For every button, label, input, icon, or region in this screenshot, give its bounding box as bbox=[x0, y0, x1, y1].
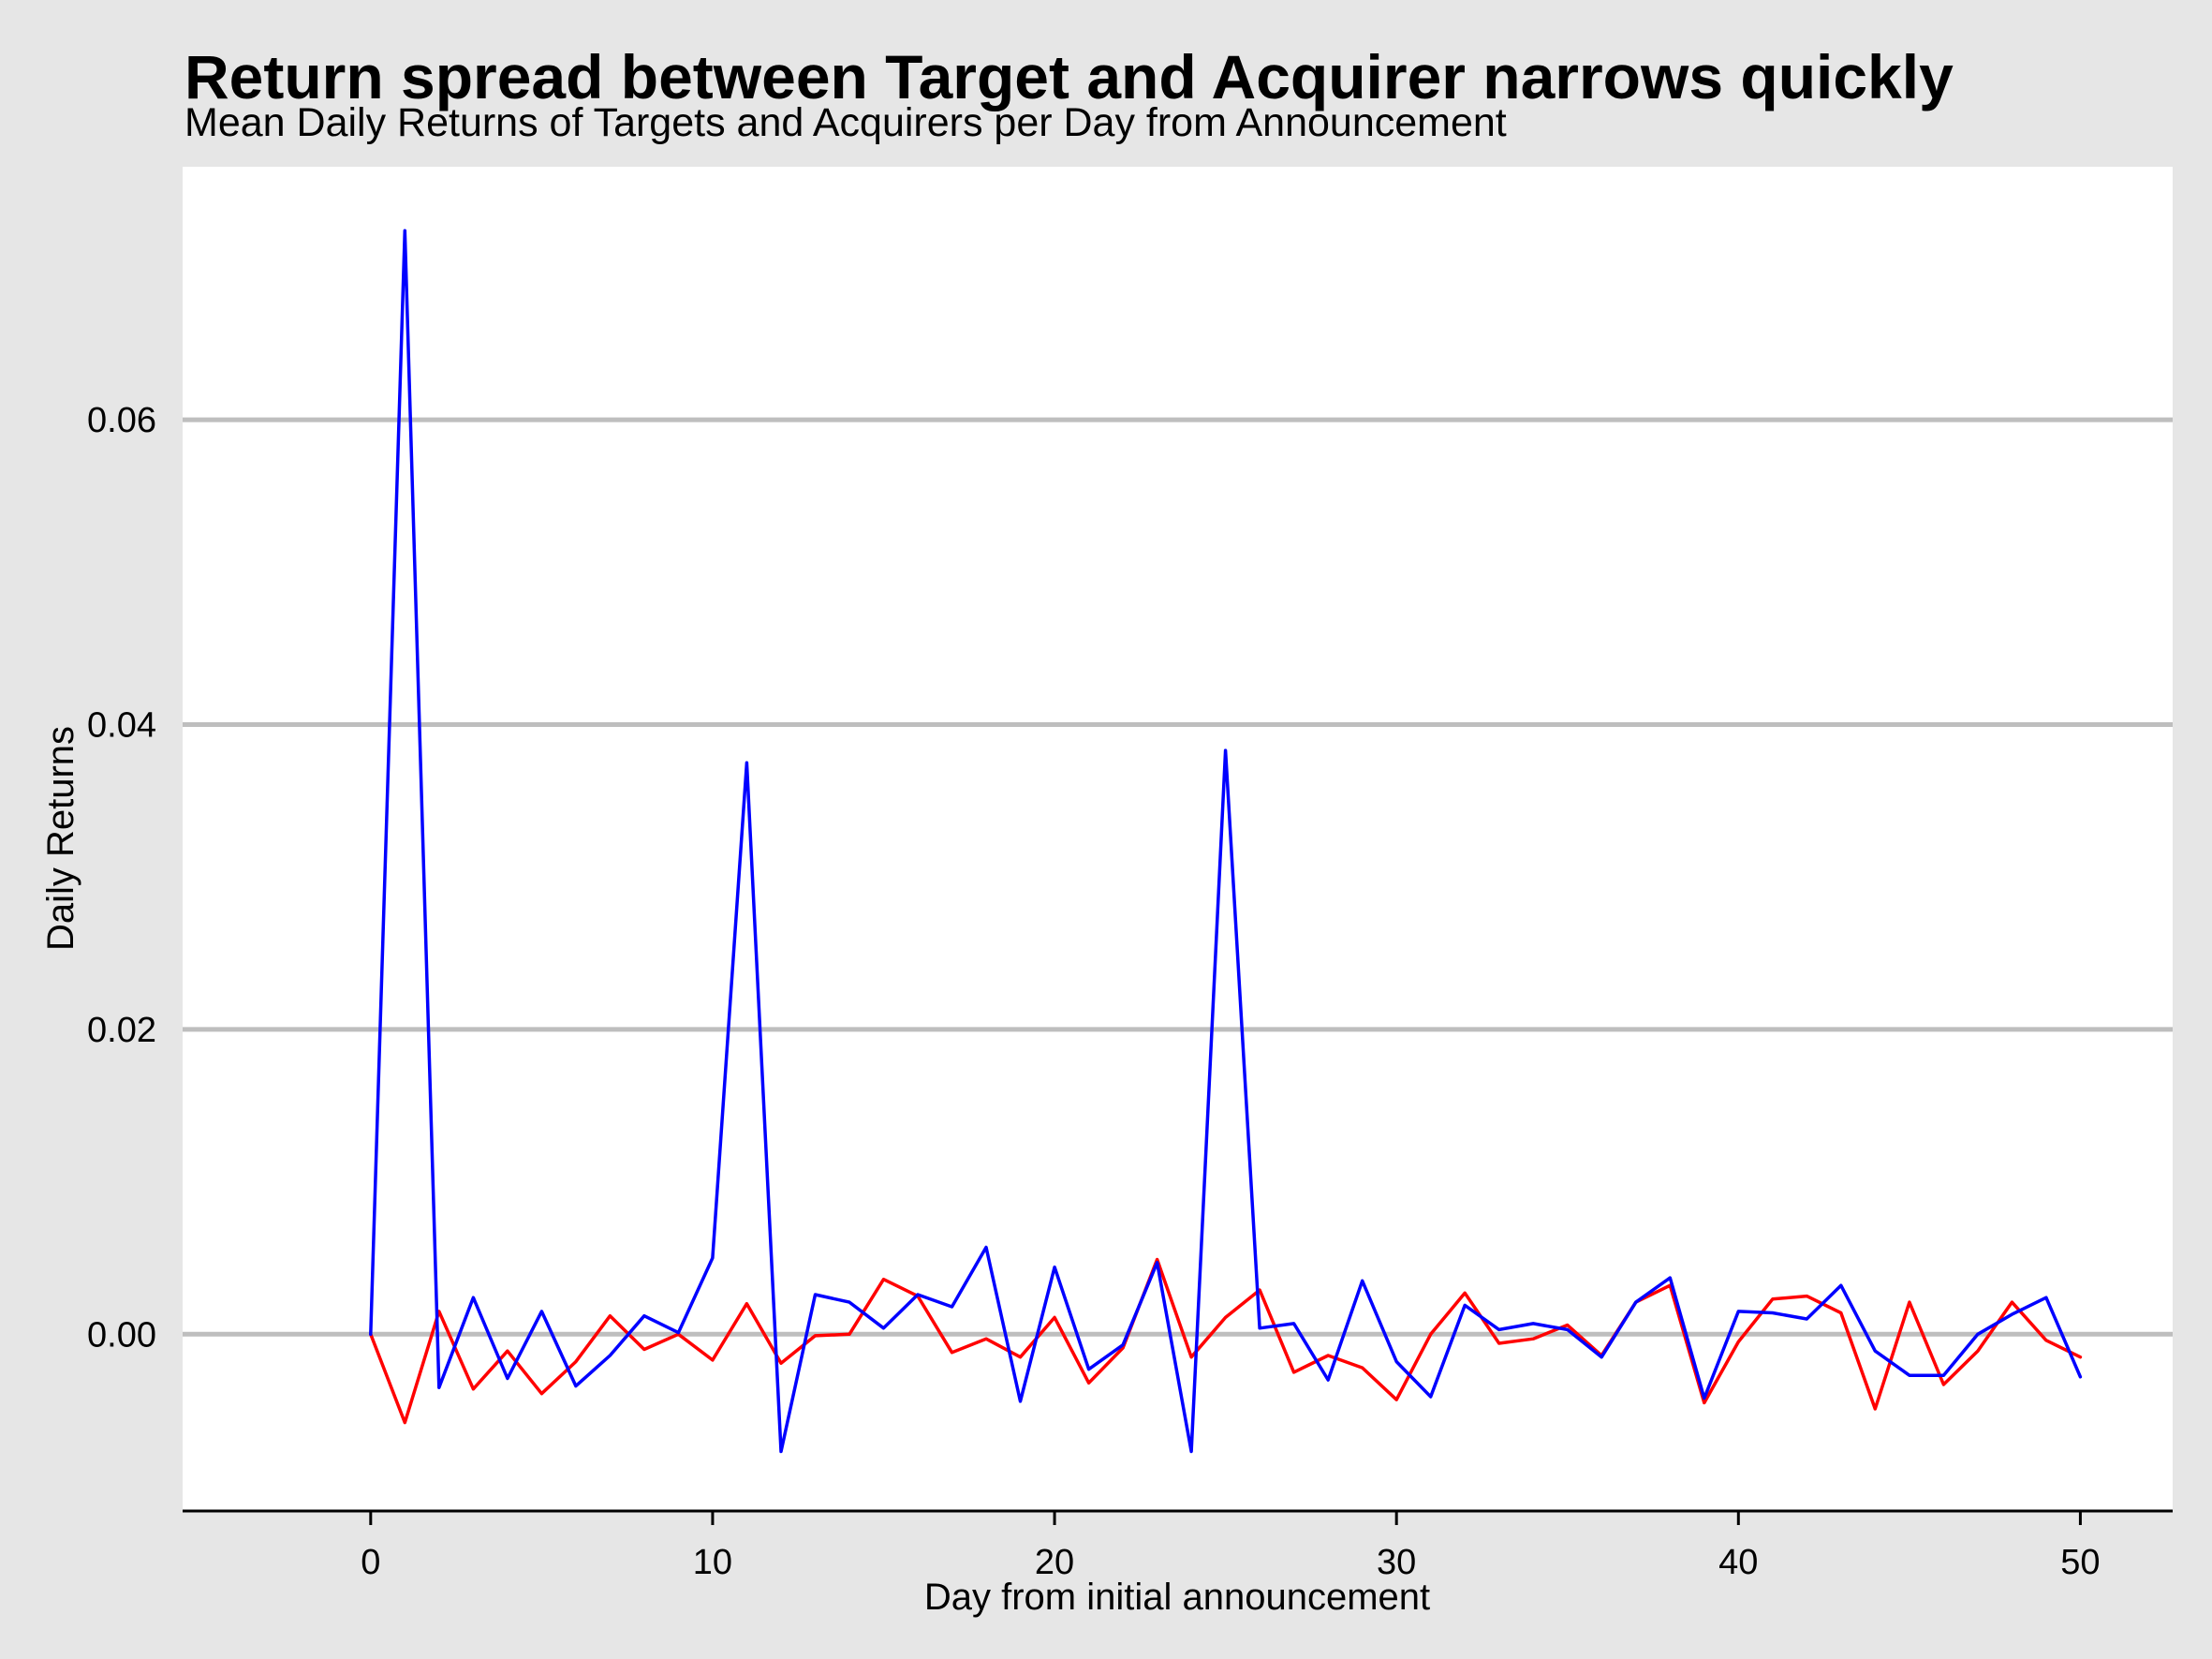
x-tick-label: 30 bbox=[1377, 1543, 1416, 1582]
x-axis-label: Day from initial announcement bbox=[924, 1577, 1430, 1618]
chart-title: Return spread between Target and Acquire… bbox=[184, 42, 1954, 111]
x-tick-label: 20 bbox=[1035, 1543, 1074, 1582]
x-tick-label: 0 bbox=[361, 1543, 380, 1582]
chart-subtitle: Mean Daily Returns of Targets and Acquir… bbox=[184, 100, 1507, 145]
series-line-2 bbox=[369, 229, 2083, 1454]
x-tick-label: 50 bbox=[2060, 1543, 2100, 1582]
y-tick-label: 0.04 bbox=[87, 705, 156, 745]
plot-panel bbox=[183, 167, 2173, 1511]
x-axis-ticks: 0 10 20 30 40 50 bbox=[361, 1511, 2101, 1582]
y-axis-label: Daily Returns bbox=[40, 726, 81, 951]
y-tick-label: 0.00 bbox=[87, 1315, 156, 1355]
x-tick-label: 40 bbox=[1718, 1543, 1758, 1582]
series-lines bbox=[369, 229, 2083, 1454]
y-tick-label: 0.06 bbox=[87, 401, 156, 440]
x-tick-label: 10 bbox=[693, 1543, 732, 1582]
y-axis-ticks: 0.00 0.02 0.04 0.06 bbox=[87, 401, 156, 1355]
grid-lines bbox=[183, 417, 2173, 1337]
y-tick-label: 0.02 bbox=[87, 1011, 156, 1050]
series-line-1 bbox=[369, 1257, 2083, 1425]
